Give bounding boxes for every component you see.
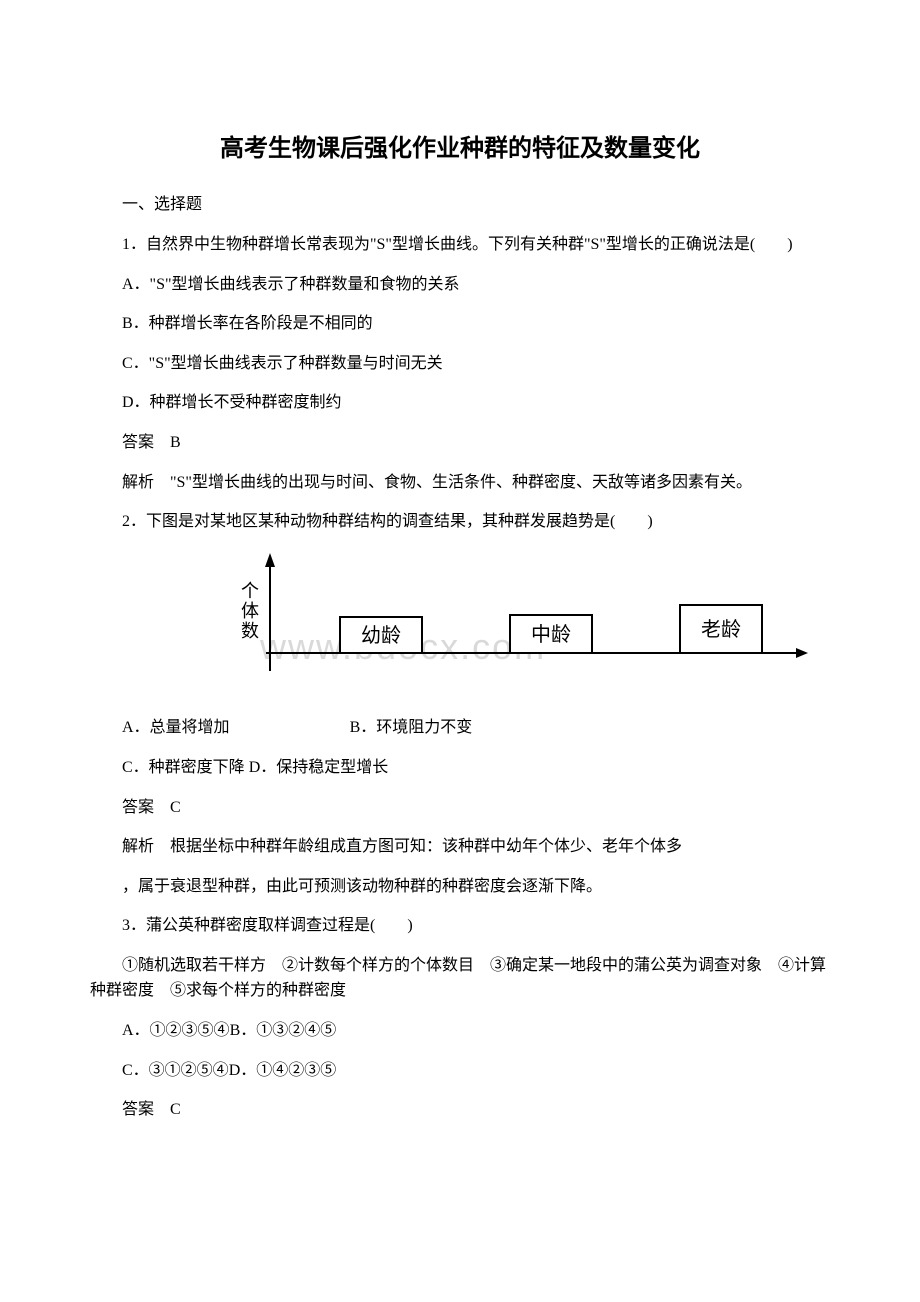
q3-answer: 答案 C xyxy=(90,1097,830,1123)
q3-option-c: C．③①②⑤④ xyxy=(122,1062,229,1079)
q2-options-cd: C．种群密度下降 D．保持稳定型增长 xyxy=(90,755,830,781)
q3-options-line: ①随机选取若干样方 ②计数每个样方的个体数目 ③确定某一地段中的蒲公英为调查对象… xyxy=(90,953,830,1004)
bar-chart-svg: 个体数 幼龄 中龄 老龄 xyxy=(230,553,810,683)
q1-option-d: D．种群增长不受种群密度制约 xyxy=(90,390,830,416)
q1-explain: 解析 "S"型增长曲线的出现与时间、食物、生活条件、种群密度、天敌等诸多因素有关… xyxy=(90,470,830,496)
page-title: 高考生物课后强化作业种群的特征及数量变化 xyxy=(90,130,830,168)
q2-option-d: D．保持稳定型增长 xyxy=(249,759,389,776)
q1-option-b: B．种群增长率在各阶段是不相同的 xyxy=(90,311,830,337)
svg-text:中龄: 中龄 xyxy=(531,623,571,646)
q2-option-a: A．总量将增加 xyxy=(122,719,230,736)
section-header: 一、选择题 xyxy=(90,192,830,218)
svg-text:数: 数 xyxy=(241,621,259,641)
q2-option-c: C．种群密度下降 xyxy=(122,759,245,776)
q2-explain-1: 解析 根据坐标中种群年龄组成直方图可知：该种群中幼年个体少、老年个体多 xyxy=(90,834,830,860)
svg-text:体: 体 xyxy=(241,601,259,621)
q1-option-a: A．"S"型增长曲线表示了种群数量和食物的关系 xyxy=(90,272,830,298)
q3-option-d: D．①④②③⑤ xyxy=(229,1062,337,1079)
svg-text:个: 个 xyxy=(241,581,259,601)
q1-option-c: C．"S"型增长曲线表示了种群数量与时间无关 xyxy=(90,351,830,377)
q1-answer: 答案 B xyxy=(90,430,830,456)
q3-stem: 3．蒲公英种群密度取样调查过程是( ) xyxy=(90,913,830,939)
q3-option-a: A．①②③⑤④ xyxy=(122,1022,230,1039)
q1-stem: 1．自然界中生物种群增长常表现为"S"型增长曲线。下列有关种群"S"型增长的正确… xyxy=(90,232,830,258)
svg-text:幼龄: 幼龄 xyxy=(361,624,401,647)
q3-options-cd: C．③①②⑤④D．①④②③⑤ xyxy=(90,1058,830,1084)
svg-text:老龄: 老龄 xyxy=(701,618,741,641)
q2-chart: 个体数 幼龄 中龄 老龄 xyxy=(230,553,830,692)
q2-options-ab: A．总量将增加 B．环境阻力不变 xyxy=(90,715,830,741)
q2-stem: 2．下图是对某地区某种动物种群结构的调查结果，其种群发展趋势是( ) xyxy=(90,509,830,535)
q2-option-b: B．环境阻力不变 xyxy=(350,719,473,736)
q2-answer: 答案 C xyxy=(90,795,830,821)
q3-option-b: B．①③②④⑤ xyxy=(230,1022,337,1039)
q2-explain-2: ，属于衰退型种群，由此可预测该动物种群的种群密度会逐渐下降。 xyxy=(90,874,830,900)
q3-options-ab: A．①②③⑤④B．①③②④⑤ xyxy=(90,1018,830,1044)
